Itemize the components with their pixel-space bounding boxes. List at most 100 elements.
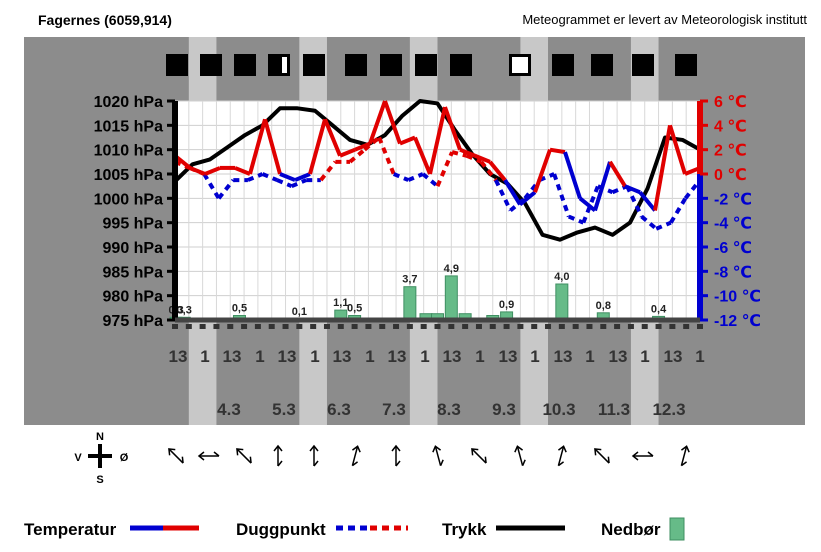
wind-arrow-shaft	[434, 446, 442, 466]
wind-arrow-barb	[351, 461, 359, 467]
hour-label: 13	[278, 347, 297, 366]
left-tick-label: 975 hPa	[103, 313, 164, 330]
precip-label: 0,1	[292, 306, 307, 318]
x-tick	[282, 324, 289, 329]
left-tick-label: 990 hPa	[103, 240, 164, 257]
left-tick-label: 1000 hPa	[94, 191, 163, 208]
day-label: 8.3	[437, 400, 461, 419]
x-tick	[351, 324, 358, 329]
hour-label: 13	[554, 347, 573, 366]
legend-precip-bar	[669, 517, 685, 541]
compass-label: V	[74, 452, 82, 464]
wind-arrow	[351, 445, 361, 467]
hour-label: 13	[169, 347, 188, 366]
wind-arrow	[557, 445, 567, 467]
sky-cover-box	[303, 54, 325, 76]
x-tick	[268, 324, 275, 329]
wind-arrow	[309, 444, 319, 467]
temperature-segment	[189, 166, 206, 176]
compass-label: Ø	[120, 452, 129, 464]
temperature-segment	[578, 196, 597, 213]
hour-label: 13	[499, 347, 518, 366]
axes: 1020 hPa 1015 hPa 1010 hPa 1005 hPa 1000 hPa…	[94, 94, 761, 330]
temperature-segment	[459, 147, 476, 158]
dewpoint-segment	[640, 215, 658, 231]
dewpoint-segment	[625, 185, 644, 218]
wind-arrow-head	[197, 451, 205, 461]
dewpoint-segment	[407, 172, 424, 182]
temperature-segment	[323, 118, 342, 157]
dewpoint-segment	[421, 172, 439, 188]
right-tick-label: -2 ℃	[714, 191, 752, 208]
x-tick	[517, 324, 524, 329]
dewpoint-segment	[202, 172, 221, 200]
wind-arrow-barb	[680, 461, 688, 467]
wind-arrow-shaft	[680, 446, 688, 466]
temperature-segment	[234, 166, 251, 176]
precip-label: 1,1	[333, 297, 348, 309]
day-label: 7.3	[382, 400, 406, 419]
right-tick-label: 6 ℃	[714, 94, 747, 111]
precip-label: 4,9	[444, 263, 459, 275]
hour-label: 1	[585, 347, 594, 366]
right-tick-label: -10 ℃	[714, 289, 761, 306]
wind-arrow-shaft	[594, 448, 610, 464]
temperature-segment	[428, 106, 447, 175]
series-lines	[173, 99, 702, 242]
x-tick	[531, 324, 538, 329]
temperature-segment	[248, 118, 267, 175]
x-tick	[379, 324, 386, 329]
wind-arrow	[514, 445, 526, 466]
dewpoint-segment	[247, 172, 264, 182]
credit-text: Meteogrammet er levert av Meteorologisk …	[522, 12, 807, 27]
hour-label: 1	[640, 347, 649, 366]
wind-arrow-head	[432, 445, 442, 453]
dewpoint-segment	[479, 160, 498, 182]
x-tick	[627, 324, 634, 329]
right-tick-label: -12 ℃	[714, 313, 761, 330]
wind-arrow	[631, 451, 654, 461]
hour-label: 13	[333, 347, 352, 366]
wind-arrow-head	[594, 448, 602, 456]
right-tick-label: -4 ℃	[714, 216, 752, 233]
day-label: 9.3	[492, 400, 516, 419]
x-tick	[406, 324, 413, 329]
temperature-segment	[549, 147, 566, 155]
x-tick	[254, 324, 261, 329]
wind-arrow-head	[514, 445, 524, 453]
wind-arrow-barb	[557, 461, 565, 467]
precip-label: 0,3	[177, 304, 192, 316]
wind-arrow-shaft	[168, 448, 184, 464]
dewpoint-segment	[363, 135, 381, 152]
x-tick	[241, 324, 248, 329]
left-tick-label: 995 hPa	[103, 216, 164, 233]
left-tick-label: 985 hPa	[103, 264, 164, 281]
wind-arrow-shaft	[351, 446, 359, 466]
wind-arrow-barb	[439, 459, 444, 466]
x-tick	[572, 324, 579, 329]
temperature-segment	[279, 172, 296, 182]
wind-arrow-barb	[395, 460, 401, 467]
wind-arrow-shaft	[471, 448, 487, 464]
hour-label: 13	[388, 347, 407, 366]
wind-arrow	[680, 445, 690, 467]
sky-cover-box	[675, 54, 697, 76]
temperature-segment	[399, 135, 416, 146]
sky-cover-empty	[512, 57, 528, 73]
temperature-segment	[354, 141, 371, 152]
dewpoint-segment	[392, 172, 410, 182]
wind-arrow	[391, 444, 401, 467]
wind-arrow	[471, 448, 487, 464]
wind-arrow-head	[471, 448, 479, 456]
wind-arrow	[594, 448, 610, 464]
legend-temperature: Temperatur	[24, 520, 117, 539]
x-tick	[558, 324, 565, 329]
x-tick	[227, 324, 234, 329]
x-tick	[503, 324, 510, 329]
wind-arrow-barb	[277, 460, 283, 467]
x-tick	[296, 324, 303, 329]
dewpoint-segment	[319, 160, 337, 182]
wind-arrow-head	[236, 448, 244, 456]
precip-label: 0,4	[651, 303, 667, 315]
hour-label: 13	[664, 347, 683, 366]
